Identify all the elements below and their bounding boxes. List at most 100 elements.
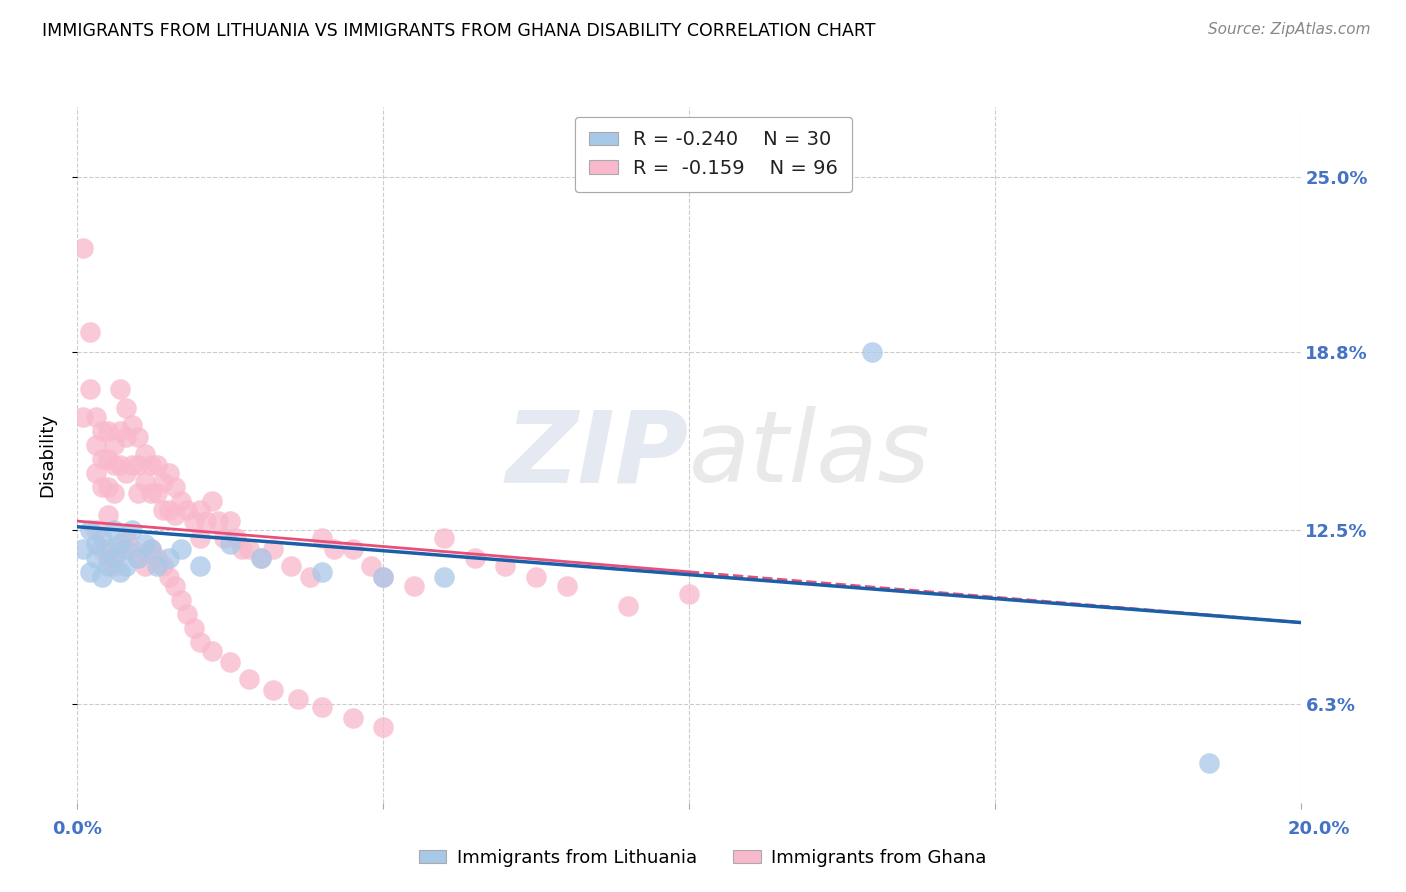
Point xyxy=(183,514,205,528)
Point xyxy=(115,542,138,557)
Point xyxy=(103,559,125,574)
Point xyxy=(862,345,884,359)
Point xyxy=(323,542,346,557)
Point xyxy=(84,409,107,424)
Point xyxy=(103,486,125,500)
Point xyxy=(134,536,156,550)
Point xyxy=(176,607,198,621)
Point xyxy=(72,241,94,255)
Point xyxy=(115,401,138,416)
Point xyxy=(103,550,125,565)
Point xyxy=(128,429,150,443)
Point xyxy=(139,542,162,557)
Point xyxy=(371,720,394,734)
Point xyxy=(176,503,198,517)
Point xyxy=(84,467,107,481)
Legend: Immigrants from Lithuania, Immigrants from Ghana: Immigrants from Lithuania, Immigrants fr… xyxy=(412,842,994,874)
Point xyxy=(280,559,302,574)
Point xyxy=(84,438,107,452)
Point xyxy=(219,536,242,550)
Point xyxy=(678,587,700,601)
Point xyxy=(128,550,150,565)
Point xyxy=(157,467,180,481)
Point xyxy=(433,570,456,584)
Point xyxy=(90,452,112,467)
Point xyxy=(97,452,120,467)
Point xyxy=(157,503,180,517)
Point xyxy=(262,542,284,557)
Point xyxy=(121,523,143,537)
Point xyxy=(250,550,273,565)
Point xyxy=(311,700,333,714)
Point xyxy=(90,542,112,557)
Point xyxy=(262,683,284,698)
Point xyxy=(201,643,224,657)
Point xyxy=(170,593,193,607)
Point xyxy=(139,486,162,500)
Point xyxy=(146,559,169,574)
Point xyxy=(72,542,94,557)
Point xyxy=(371,570,394,584)
Point xyxy=(97,424,120,438)
Point xyxy=(108,536,131,550)
Point xyxy=(97,542,120,557)
Point xyxy=(152,475,174,489)
Point xyxy=(97,480,120,494)
Point xyxy=(238,672,260,686)
Point xyxy=(146,486,169,500)
Text: ZIP: ZIP xyxy=(506,407,689,503)
Point xyxy=(555,579,578,593)
Point xyxy=(212,531,235,545)
Point xyxy=(157,550,180,565)
Text: Source: ZipAtlas.com: Source: ZipAtlas.com xyxy=(1208,22,1371,37)
Text: IMMIGRANTS FROM LITHUANIA VS IMMIGRANTS FROM GHANA DISABILITY CORRELATION CHART: IMMIGRANTS FROM LITHUANIA VS IMMIGRANTS … xyxy=(42,22,876,40)
Point xyxy=(79,565,101,579)
Point xyxy=(97,559,120,574)
Point xyxy=(90,480,112,494)
Point xyxy=(108,424,131,438)
Point xyxy=(188,559,211,574)
Point xyxy=(128,550,150,565)
Point xyxy=(201,494,224,508)
Point xyxy=(103,523,125,537)
Point xyxy=(371,570,394,584)
Point xyxy=(1198,756,1220,771)
Point xyxy=(90,531,112,545)
Point xyxy=(165,508,187,523)
Point xyxy=(103,438,125,452)
Point xyxy=(238,542,260,557)
Point xyxy=(146,550,169,565)
Point xyxy=(207,514,229,528)
Point xyxy=(84,536,107,550)
Point xyxy=(79,382,101,396)
Point xyxy=(139,458,162,472)
Point xyxy=(108,565,131,579)
Point xyxy=(524,570,547,584)
Y-axis label: Disability: Disability xyxy=(38,413,56,497)
Text: 0.0%: 0.0% xyxy=(52,820,103,838)
Point xyxy=(134,559,156,574)
Point xyxy=(311,531,333,545)
Point xyxy=(108,458,131,472)
Point xyxy=(146,458,169,472)
Point xyxy=(231,542,253,557)
Point xyxy=(464,550,486,565)
Point xyxy=(115,429,138,443)
Point xyxy=(152,559,174,574)
Point xyxy=(225,531,247,545)
Point xyxy=(84,523,107,537)
Point xyxy=(108,542,131,557)
Point xyxy=(617,599,640,613)
Point xyxy=(121,458,143,472)
Point xyxy=(342,542,364,557)
Point xyxy=(115,559,138,574)
Point xyxy=(103,458,125,472)
Point xyxy=(157,570,180,584)
Point xyxy=(121,542,143,557)
Point xyxy=(188,635,211,649)
Point xyxy=(311,565,333,579)
Point xyxy=(97,550,120,565)
Point xyxy=(165,480,187,494)
Text: 20.0%: 20.0% xyxy=(1288,820,1350,838)
Point xyxy=(79,326,101,340)
